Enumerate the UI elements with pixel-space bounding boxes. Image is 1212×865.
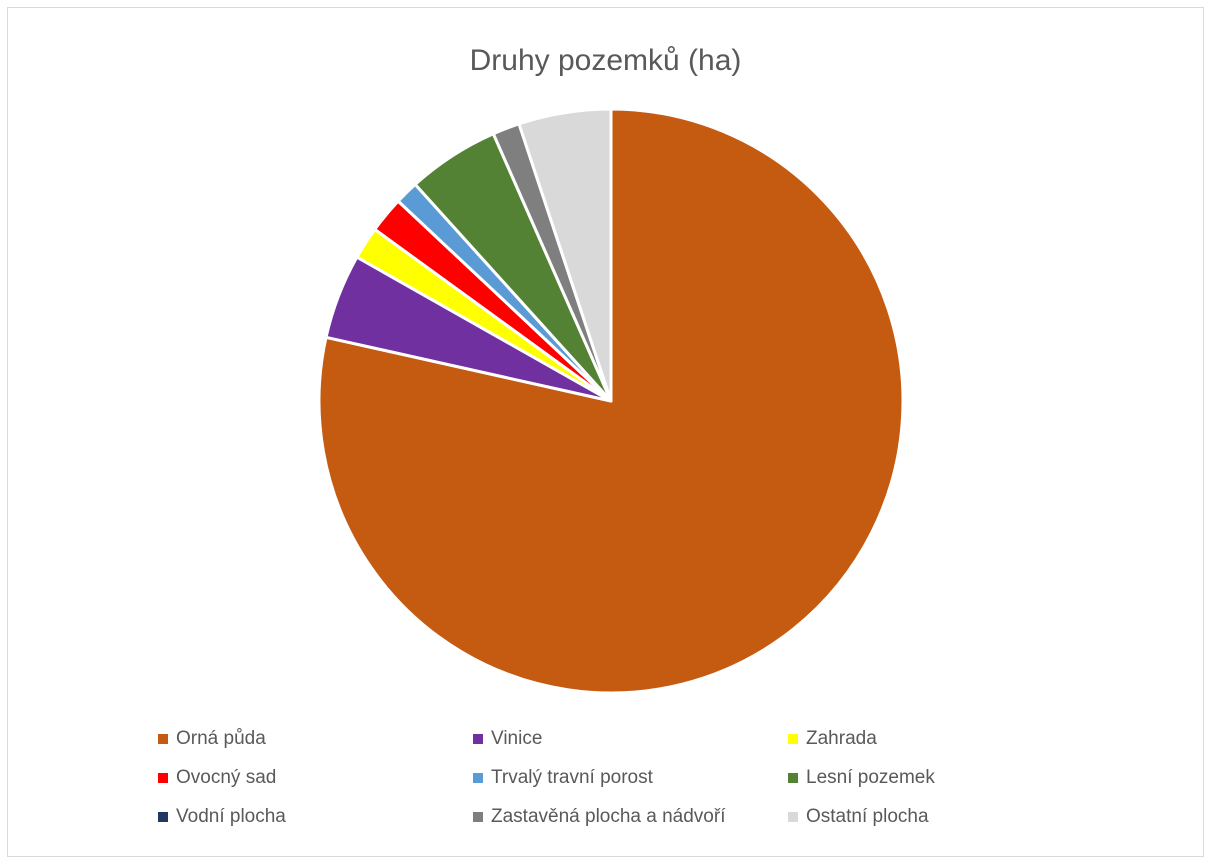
legend-label: Vinice	[491, 728, 543, 749]
legend-item: Ostatní plocha	[788, 804, 1103, 830]
legend-item: Ovocný sad	[158, 765, 473, 791]
legend-swatch	[788, 734, 798, 744]
pie-slice-8	[517, 107, 613, 403]
pie-chart	[317, 107, 905, 695]
chart-legend: Orná půda Vinice Zahrada Ovocný sad Trvalý t…	[158, 726, 1118, 830]
legend-swatch	[473, 812, 483, 822]
legend-item: Lesní pozemek	[788, 765, 1103, 791]
legend-swatch	[158, 734, 168, 744]
legend-label: Ovocný sad	[176, 767, 277, 788]
legend-swatch	[788, 812, 798, 822]
legend-swatch	[473, 734, 483, 744]
legend-label: Lesní pozemek	[806, 767, 935, 788]
legend-swatch	[158, 812, 168, 822]
legend-label: Ostatní plocha	[806, 806, 929, 827]
chart-area: Druhy pozemků (ha) Orná půda Vinice Zahrad…	[7, 7, 1204, 857]
legend-swatch	[788, 773, 798, 783]
legend-item: Trvalý travní porost	[473, 765, 788, 791]
legend-swatch	[473, 773, 483, 783]
legend-item: Vinice	[473, 726, 788, 752]
legend-label: Orná půda	[176, 728, 266, 749]
chart-title: Druhy pozemků (ha)	[469, 44, 742, 77]
legend-label: Zastavěná plocha a nádvoří	[491, 806, 726, 827]
legend-swatch	[158, 773, 168, 783]
legend-item: Zastavěná plocha a nádvoří	[473, 804, 788, 830]
legend-item: Vodní plocha	[158, 804, 473, 830]
legend-label: Trvalý travní porost	[491, 767, 653, 788]
legend-item: Orná půda	[158, 726, 473, 752]
legend-item: Zahrada	[788, 726, 1103, 752]
legend-label: Zahrada	[806, 728, 877, 749]
legend-label: Vodní plocha	[176, 806, 286, 827]
